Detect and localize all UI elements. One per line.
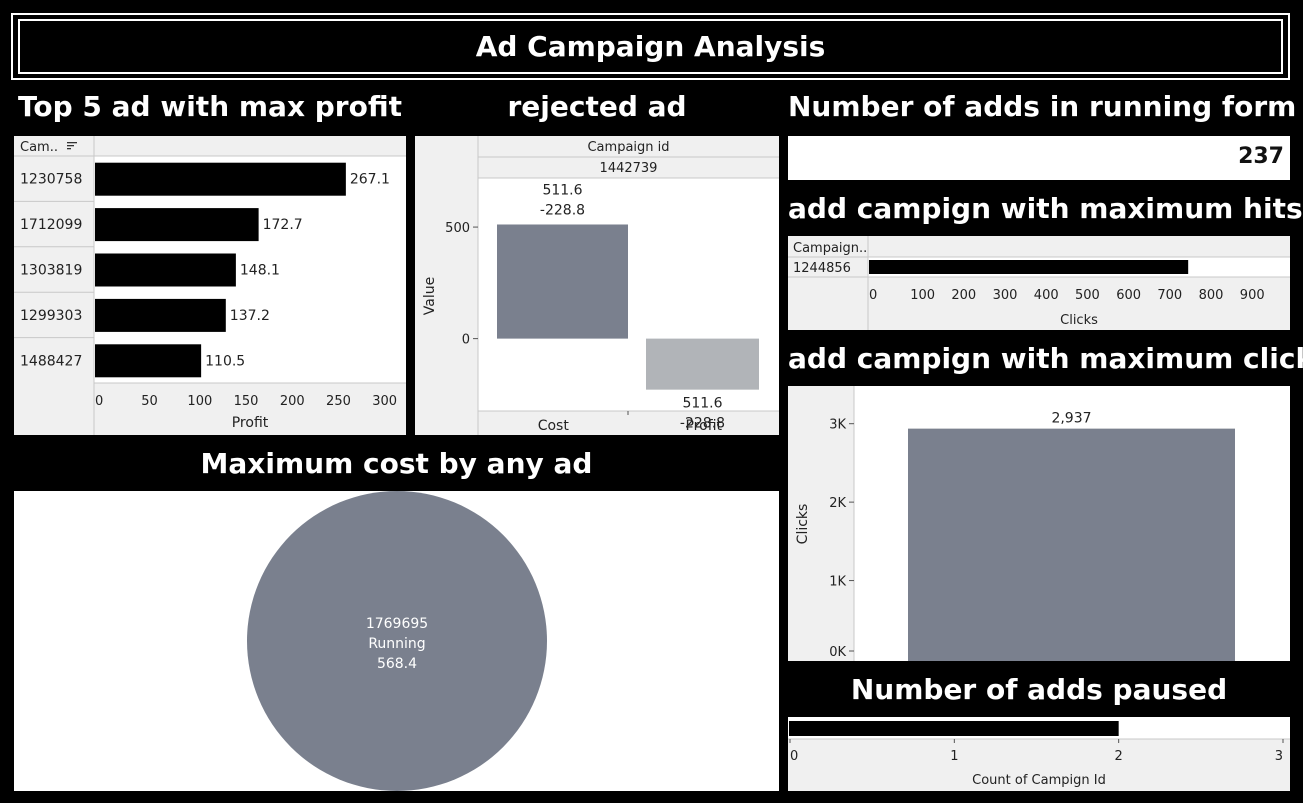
bar-value-label: 137.2 — [230, 308, 270, 324]
pie-slice — [247, 491, 547, 791]
x-tick-label: 500 — [1075, 288, 1100, 303]
y-tick-label: 1K — [829, 575, 846, 590]
bar — [95, 344, 202, 378]
x-axis-label: Count of Campign Id — [972, 773, 1106, 788]
x-tick-label: 0 — [869, 288, 877, 303]
rejected-ad-chart: Campaign id 1442739 0 500 Value 511.6 -228.8 Co… — [415, 136, 779, 435]
x-tick-label: 300 — [993, 288, 1018, 303]
x-tick-label: 200 — [280, 394, 305, 409]
category-label: 1303819 — [20, 263, 82, 279]
bar — [95, 162, 346, 196]
x-tick-label: 200 — [951, 288, 976, 303]
x-tick-label: 400 — [1034, 288, 1059, 303]
x-axis-label: Profit — [232, 415, 269, 431]
section-title-top5: Top 5 ad with max profit — [18, 90, 402, 123]
bar — [908, 428, 1235, 661]
section-title-max-hits: add campign with maximum hits — [788, 192, 1303, 225]
y-tick-label: 0 — [462, 333, 470, 348]
x-tick-label: 0 — [790, 749, 798, 764]
top5-profit-chart: Cam.. 1230758 267.1 1712099 172.7 1303819 148.… — [14, 136, 406, 435]
bar — [95, 208, 259, 242]
x-tick-label: 300 — [372, 394, 397, 409]
x-axis-band — [788, 739, 1290, 791]
bar-value-label: -228.8 — [540, 202, 585, 218]
x-tick-label: 0 — [95, 394, 103, 409]
max-hits-chart: Campaign.. 1244856 0 100 200 300 400 500 600 700 8… — [788, 236, 1290, 330]
bar-value-label: 511.6 — [542, 182, 582, 198]
y-tick-label: 3K — [829, 418, 846, 433]
bar-value-label: 267.1 — [350, 172, 390, 188]
campaign-id-label: 1442739 — [600, 161, 658, 176]
column-header-label: Campaign.. — [793, 241, 867, 256]
x-category-label: Profit — [685, 418, 722, 434]
bar-value-label: 172.7 — [263, 217, 303, 233]
bar — [95, 253, 236, 287]
sort-descending-icon — [67, 142, 77, 150]
section-title-max-cost: Maximum cost by any ad — [200, 447, 593, 480]
bar — [789, 721, 1119, 736]
bar — [646, 338, 759, 390]
bar — [95, 298, 226, 332]
pie-slice-label: Running — [368, 636, 425, 652]
section-title-rejected: rejected ad — [507, 90, 687, 123]
section-title-max-clicks: add campign with maximum clicks — [788, 342, 1303, 375]
row-header-column — [788, 236, 868, 330]
x-tick-label: 600 — [1116, 288, 1141, 303]
y-tick-label: 2K — [829, 496, 846, 511]
y-axis-label: Value — [422, 277, 438, 315]
category-label: 1244856 — [793, 261, 851, 276]
pie-slice-label: 568.4 — [377, 656, 417, 672]
bar — [869, 260, 1189, 274]
bar-value-label: -228.8 — [680, 416, 725, 432]
x-axis-band — [94, 383, 406, 435]
x-tick-label: 700 — [1157, 288, 1182, 303]
bar-value-label: 2,937 — [1051, 411, 1091, 427]
x-category-label: Cost — [538, 418, 570, 434]
column-header-band — [94, 136, 406, 156]
row-header-column — [14, 136, 94, 435]
x-tick-label: 150 — [234, 394, 259, 409]
x-axis-label: Clicks — [1060, 313, 1098, 328]
x-tick-label: 50 — [141, 394, 158, 409]
y-tick-label: 500 — [445, 221, 470, 236]
y-axis-band — [788, 386, 854, 661]
x-tick-label: 800 — [1199, 288, 1224, 303]
running-count-card: 237 — [788, 136, 1290, 180]
bar-value-label: 110.5 — [205, 353, 245, 369]
x-tick-label: 3 — [1275, 749, 1283, 764]
x-tick-label: 100 — [910, 288, 935, 303]
pie-slice-label: 1769695 — [366, 616, 428, 632]
category-label: 1712099 — [20, 217, 82, 233]
bar-value-label: 148.1 — [240, 263, 280, 279]
category-label: 1230758 — [20, 172, 82, 188]
bar — [497, 224, 628, 339]
column-header-label: Campaign id — [587, 140, 669, 155]
section-title-running: Number of adds in running form — [788, 90, 1297, 123]
title-frame: Ad Campaign Analysis — [11, 13, 1290, 80]
column-header-label: Cam.. — [20, 140, 58, 155]
bar-value-label: 511.6 — [682, 396, 722, 412]
max-clicks-chart: 0K 1K 2K 3K Clicks 2,937 — [788, 386, 1290, 661]
y-axis-band — [415, 136, 478, 435]
running-count-value: 237 — [1238, 144, 1284, 169]
x-tick-label: 250 — [326, 394, 351, 409]
column-header-band — [868, 236, 1290, 257]
category-label: 1488427 — [20, 353, 82, 369]
category-label: 1299303 — [20, 308, 82, 324]
paused-count-chart: 0 1 2 3 Count of Campign Id — [788, 717, 1290, 791]
dashboard-title: Ad Campaign Analysis — [18, 19, 1283, 74]
y-tick-label: 0K — [829, 645, 846, 660]
y-axis-label: Clicks — [795, 504, 811, 545]
max-cost-pie-chart: 1769695 Running 568.4 — [14, 491, 779, 791]
x-tick-label: 900 — [1240, 288, 1265, 303]
x-tick-label: 1 — [950, 749, 958, 764]
x-tick-label: 2 — [1115, 749, 1123, 764]
x-axis-band — [868, 277, 1290, 330]
x-tick-label: 100 — [187, 394, 212, 409]
section-title-paused: Number of adds paused — [850, 673, 1228, 706]
